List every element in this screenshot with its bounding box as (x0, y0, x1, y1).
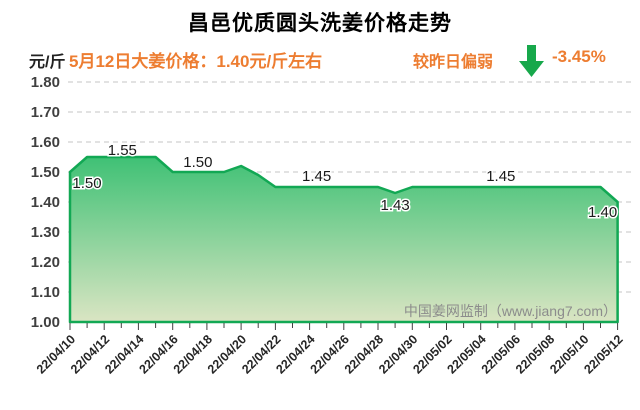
data-label: 1.40 (588, 204, 617, 221)
y-axis-tick-label: 1.30 (31, 224, 60, 241)
y-axis-unit-label: 元/斤 (29, 54, 66, 71)
y-axis-tick-label: 1.50 (31, 164, 60, 181)
data-label: 1.45 (486, 168, 515, 185)
chart-title: 昌邑优质圆头洗姜价格走势 (188, 12, 452, 35)
price-area-series (68, 155, 619, 324)
data-label: 1.55 (108, 142, 137, 159)
y-axis-tick-label: 1.20 (31, 254, 60, 271)
data-label: 1.43 (380, 197, 409, 214)
y-axis-tick-label: 1.70 (31, 104, 60, 121)
watermark-text: 中国姜网监制（www.jiang7.com） (403, 303, 617, 319)
data-label: 1.45 (302, 168, 331, 185)
trend-status-text: 较昨日偏弱 (413, 54, 494, 71)
current-price-text: 5月12日大姜价格：1.40元/斤左右 (69, 52, 323, 71)
y-axis-tick-label: 1.40 (31, 194, 60, 211)
y-axis-tick-label: 1.60 (31, 134, 60, 151)
data-label: 1.50 (183, 154, 212, 171)
data-label: 1.50 (72, 175, 101, 192)
down-arrow-icon (519, 45, 544, 77)
y-axis-tick-label: 1.00 (31, 314, 60, 331)
price-change-percent: -3.45% (552, 47, 606, 66)
y-axis-tick-label: 1.80 (31, 74, 60, 91)
y-axis-tick-label: 1.10 (31, 284, 60, 301)
